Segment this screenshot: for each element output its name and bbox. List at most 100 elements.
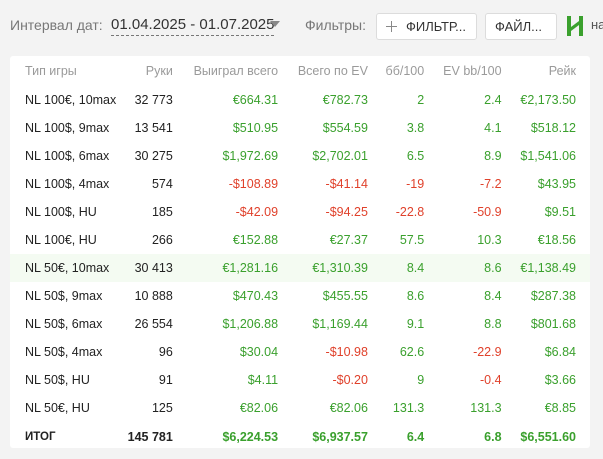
plus-icon bbox=[386, 21, 397, 32]
ev-bb100-cell: 131.3 bbox=[470, 401, 502, 415]
ev-bb100-cell: 10.3 bbox=[477, 233, 502, 247]
add-filter-button[interactable]: ФИЛЬТР... bbox=[376, 13, 477, 40]
column-header-hands[interactable]: Руки bbox=[145, 64, 173, 78]
hands-cell: 30 275 bbox=[134, 149, 173, 163]
table-row[interactable]: NL 50$, 9max 10 888 $470.43 $455.55 8.6 8.4 $2… bbox=[10, 282, 590, 310]
hands-cell: 30 413 bbox=[123, 254, 187, 282]
ev-cell: $2,702.01 bbox=[312, 149, 368, 163]
rake-cell: $9.51 bbox=[544, 205, 576, 219]
total-row: ИТОГ 145 781 $6,224.53 $6,937.57 6.4 6.8… bbox=[10, 422, 590, 452]
table-row[interactable]: NL 50$, HU 91 $4.11 -$0.20 9 -0.4 $3.66 bbox=[10, 366, 590, 394]
bb100-cell: 62.6 bbox=[399, 345, 425, 359]
hands-cell: 91 bbox=[158, 373, 173, 387]
game-type-cell: NL 100$, HU bbox=[25, 205, 97, 219]
rake-cell: $518.12 bbox=[530, 121, 576, 135]
rake-cell: $3.66 bbox=[544, 373, 576, 387]
ev-bb100-cell: 2.4 bbox=[484, 93, 502, 107]
date-interval-selector[interactable]: 01.04.2025 - 01.07.2025 bbox=[111, 16, 275, 36]
hands-cell: 266 bbox=[151, 233, 173, 247]
rake-cell: $287.38 bbox=[530, 289, 576, 303]
bb100-cell: 131.3 bbox=[392, 401, 425, 415]
won-cell: $4.11 bbox=[247, 373, 279, 387]
won-cell: €82.06 bbox=[239, 401, 279, 415]
table-header-row: Тип игры Руки Выиграл всего Всего по EV … bbox=[10, 56, 590, 86]
table-row[interactable]: NL 100$, 4max 574 -$108.89 -$41.14 -19 -7.2 $4… bbox=[10, 170, 590, 198]
ev-cell: -$94.25 bbox=[325, 205, 368, 219]
game-type-cell: NL 50$, 9max bbox=[25, 289, 103, 303]
table-row[interactable]: NL 50€, HU 125 €82.06 €82.06 131.3 131.3 €8.85 bbox=[10, 394, 590, 422]
toolbar: Интервал дат: 01.04.2025 - 01.07.2025 Фи… bbox=[0, 0, 603, 52]
won-cell: €1,281.16 bbox=[186, 254, 293, 282]
logo-text[interactable]: на bbox=[591, 17, 603, 32]
table-row[interactable]: NL 50$, 6max 26 554 $1,206.88 $1,169.44 9.1 8… bbox=[10, 310, 590, 338]
ev-bb100-cell: 8.8 bbox=[484, 317, 502, 331]
won-cell: $1,206.88 bbox=[222, 317, 279, 331]
rake-cell: $801.68 bbox=[530, 317, 576, 331]
total-hands: 145 781 bbox=[127, 430, 173, 444]
bb100-cell: 8.4 bbox=[381, 254, 439, 282]
rake-cell: $43.95 bbox=[537, 177, 576, 191]
ev-bb100-cell: -22.9 bbox=[473, 345, 502, 359]
hand-logo-icon[interactable] bbox=[566, 15, 584, 37]
game-type-cell: NL 100$, 9max bbox=[25, 121, 110, 135]
ev-cell: €82.06 bbox=[329, 401, 368, 415]
column-header-rake[interactable]: Рейк bbox=[548, 64, 576, 78]
column-header-ev-bb100[interactable]: EV bb/100 bbox=[443, 64, 502, 78]
total-rake: $6,551.60 bbox=[520, 430, 576, 444]
table-row[interactable]: NL 100€, 10max 32 773 €664.31 €782.73 2 2.4 €2… bbox=[10, 86, 590, 114]
bb100-cell: 3.8 bbox=[406, 121, 425, 135]
hands-cell: 13 541 bbox=[134, 121, 173, 135]
total-ev: $6,937.57 bbox=[312, 430, 368, 444]
won-cell: €152.88 bbox=[232, 233, 279, 247]
rake-cell: €1,138.49 bbox=[515, 254, 590, 282]
bb100-cell: 6.5 bbox=[406, 149, 425, 163]
bb100-cell: -22.8 bbox=[395, 205, 425, 219]
bb100-cell: -19 bbox=[406, 177, 425, 191]
rake-cell: €8.85 bbox=[544, 401, 576, 415]
hands-cell: 185 bbox=[151, 205, 173, 219]
rake-cell: $1,541.06 bbox=[520, 149, 576, 163]
column-header-won[interactable]: Выиграл всего bbox=[193, 64, 279, 78]
stats-table: Тип игры Руки Выиграл всего Всего по EV … bbox=[10, 56, 590, 452]
column-header-bb100[interactable]: бб/100 bbox=[385, 64, 425, 78]
rake-cell: $6.84 bbox=[544, 345, 576, 359]
bb100-cell: 9 bbox=[417, 373, 425, 387]
file-button-label: ФАЙЛ... bbox=[495, 19, 542, 34]
won-cell: $470.43 bbox=[232, 289, 279, 303]
ev-bb100-cell: 4.1 bbox=[484, 121, 502, 135]
file-button[interactable]: ФАЙЛ... bbox=[485, 13, 557, 40]
game-type-cell: NL 100$, 4max bbox=[25, 177, 110, 191]
table-row[interactable]: NL 100$, HU 185 -$42.09 -$94.25 -22.8 -50.9 $9… bbox=[10, 198, 590, 226]
column-header-ev[interactable]: Всего по EV bbox=[297, 64, 368, 78]
won-cell: $510.95 bbox=[232, 121, 279, 135]
won-cell: €664.31 bbox=[232, 93, 279, 107]
filters-label: Фильтры: bbox=[305, 17, 366, 33]
chevron-down-icon[interactable] bbox=[270, 21, 280, 27]
total-ev-bb100: 6.8 bbox=[484, 430, 502, 444]
date-interval-label: Интервал дат: bbox=[10, 17, 103, 33]
table-row[interactable]: NL 50$, 4max 96 $30.04 -$10.98 62.6 -22.9 $6.8… bbox=[10, 338, 590, 366]
column-header-game-type[interactable]: Тип игры bbox=[25, 64, 77, 78]
add-filter-label: ФИЛЬТР... bbox=[406, 19, 466, 34]
ev-cell: $554.59 bbox=[322, 121, 368, 135]
table-row[interactable]: NL 100$, 6max 30 275 $1,972.69 $2,702.01 6.5… bbox=[10, 142, 590, 170]
hands-cell: 96 bbox=[158, 345, 173, 359]
game-type-cell: NL 50$, 4max bbox=[25, 345, 103, 359]
hands-cell: 574 bbox=[151, 177, 173, 191]
table-row[interactable]: NL 50€, 10max 30 413 €1,281.16 €1,310.39 8.4… bbox=[10, 254, 590, 282]
game-type-cell: NL 50$, 6max bbox=[25, 317, 103, 331]
total-bb100: 6.4 bbox=[406, 430, 425, 444]
bb100-cell: 9.1 bbox=[406, 317, 425, 331]
won-cell: -$42.09 bbox=[235, 205, 279, 219]
ev-cell: -$41.14 bbox=[325, 177, 368, 191]
ev-cell: -$10.98 bbox=[325, 345, 368, 359]
bb100-cell: 57.5 bbox=[399, 233, 425, 247]
rake-cell: €18.56 bbox=[537, 233, 576, 247]
rake-cell: €2,173.50 bbox=[520, 93, 576, 107]
hands-cell: 125 bbox=[151, 401, 173, 415]
ev-bb100-cell: 8.9 bbox=[484, 149, 502, 163]
ev-cell: €1,310.39 bbox=[292, 254, 382, 282]
table-row[interactable]: NL 100€, HU 266 €152.88 €27.37 57.5 10.3 €18.5… bbox=[10, 226, 590, 254]
table-row[interactable]: NL 100$, 9max 13 541 $510.95 $554.59 3.8 4.1 $… bbox=[10, 114, 590, 142]
game-type-cell: NL 100$, 6max bbox=[25, 149, 110, 163]
